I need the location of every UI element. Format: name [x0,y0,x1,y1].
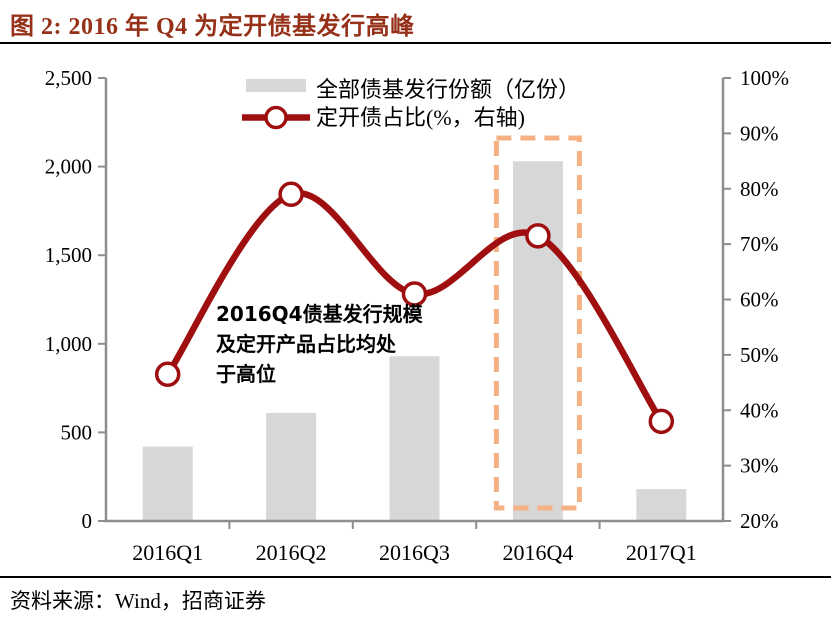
bar-2016Q2 [266,412,317,521]
left-axis-label: 1,500 [45,243,92,267]
right-axis-label: 100% [740,66,789,90]
bar-2016Q1 [142,446,193,521]
line-marker-2016Q2 [278,181,304,208]
line-marker-2017Q1 [648,408,675,435]
bar-2016Q3 [389,356,440,521]
x-axis-label: 2016Q4 [502,540,573,565]
bar-2016Q4 [512,161,563,521]
right-axis-label: 40% [740,398,779,422]
bar-2017Q1 [636,489,687,521]
right-axis-label: 80% [740,177,779,201]
x-axis-label: 2016Q1 [132,540,203,565]
right-axis-label: 20% [740,509,779,533]
line-marker-2016Q3 [401,281,428,307]
line-marker-2016Q1 [154,361,181,388]
left-axis-label: 500 [61,420,93,444]
x-axis-label: 2016Q3 [379,540,450,565]
left-axis-label: 2,500 [45,66,92,90]
data-source-text: 资料来源：Wind，招商证券 [10,589,266,613]
legend-line-label: 定开债占比(%，右轴) [316,105,525,130]
figure-footer: 资料来源：Wind，招商证券 [0,576,831,619]
figure-title: 图 2: 2016 年 Q4 为定开债基发行高峰 [10,14,415,40]
right-axis-label: 70% [740,232,779,256]
right-axis-label: 90% [740,121,779,145]
right-axis-label: 50% [740,343,779,367]
right-axis-label: 60% [740,288,779,312]
annotation-line: 及定开产品占比均处 [216,332,396,356]
annotation-line: 于高位 [216,362,276,386]
annotation-line: 2016Q4债基发行规模 [216,302,423,326]
legend-line-marker [264,105,288,130]
x-axis-label: 2016Q2 [256,540,327,565]
figure-header: 图 2: 2016 年 Q4 为定开债基发行高峰 [0,0,831,44]
line-marker-2016Q4 [525,223,551,249]
left-axis-label: 2,000 [45,155,92,179]
right-axis-label: 30% [740,454,779,478]
left-axis-label: 0 [82,509,93,533]
chart-annotation: 2016Q4债基发行规模 及定开产品占比均处 于高位 [216,299,456,389]
highlight-box [493,135,582,511]
x-axis-label: 2017Q1 [626,540,697,565]
legend-bar-label: 全部债基发行份额（亿份） [316,77,580,102]
left-axis-label: 1,000 [45,332,92,356]
legend-bar-swatch [246,79,306,92]
